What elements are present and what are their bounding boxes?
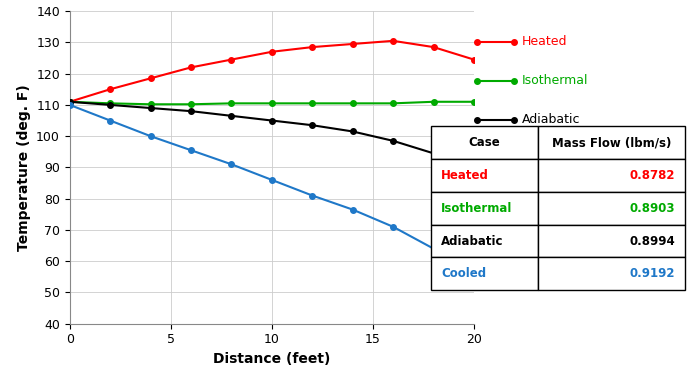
- Text: Isothermal: Isothermal: [522, 74, 588, 87]
- Bar: [537, 159, 685, 192]
- X-axis label: Distance (feet): Distance (feet): [213, 352, 330, 366]
- Bar: [431, 257, 537, 290]
- Bar: [431, 126, 537, 159]
- Bar: [537, 257, 685, 290]
- Bar: [537, 192, 685, 225]
- Text: 0.8782: 0.8782: [629, 169, 675, 182]
- Text: Mass Flow (lbm/s): Mass Flow (lbm/s): [552, 137, 671, 149]
- Bar: [537, 126, 685, 159]
- Y-axis label: Temperature (deg. F): Temperature (deg. F): [17, 84, 31, 251]
- Text: 0.8903: 0.8903: [629, 202, 675, 215]
- Text: Heated: Heated: [522, 35, 567, 48]
- Text: Isothermal: Isothermal: [441, 202, 512, 215]
- Bar: [431, 192, 537, 225]
- Text: Cooled: Cooled: [522, 153, 565, 166]
- Bar: [537, 225, 685, 257]
- Text: Heated: Heated: [441, 169, 489, 182]
- Bar: [431, 159, 537, 192]
- Text: Cooled: Cooled: [441, 267, 486, 280]
- Text: 0.9192: 0.9192: [629, 267, 675, 280]
- Bar: [431, 225, 537, 257]
- Text: Case: Case: [468, 137, 500, 149]
- Text: Adiabatic: Adiabatic: [441, 235, 503, 247]
- Text: 0.8994: 0.8994: [629, 235, 675, 247]
- Text: Adiabatic: Adiabatic: [522, 113, 581, 126]
